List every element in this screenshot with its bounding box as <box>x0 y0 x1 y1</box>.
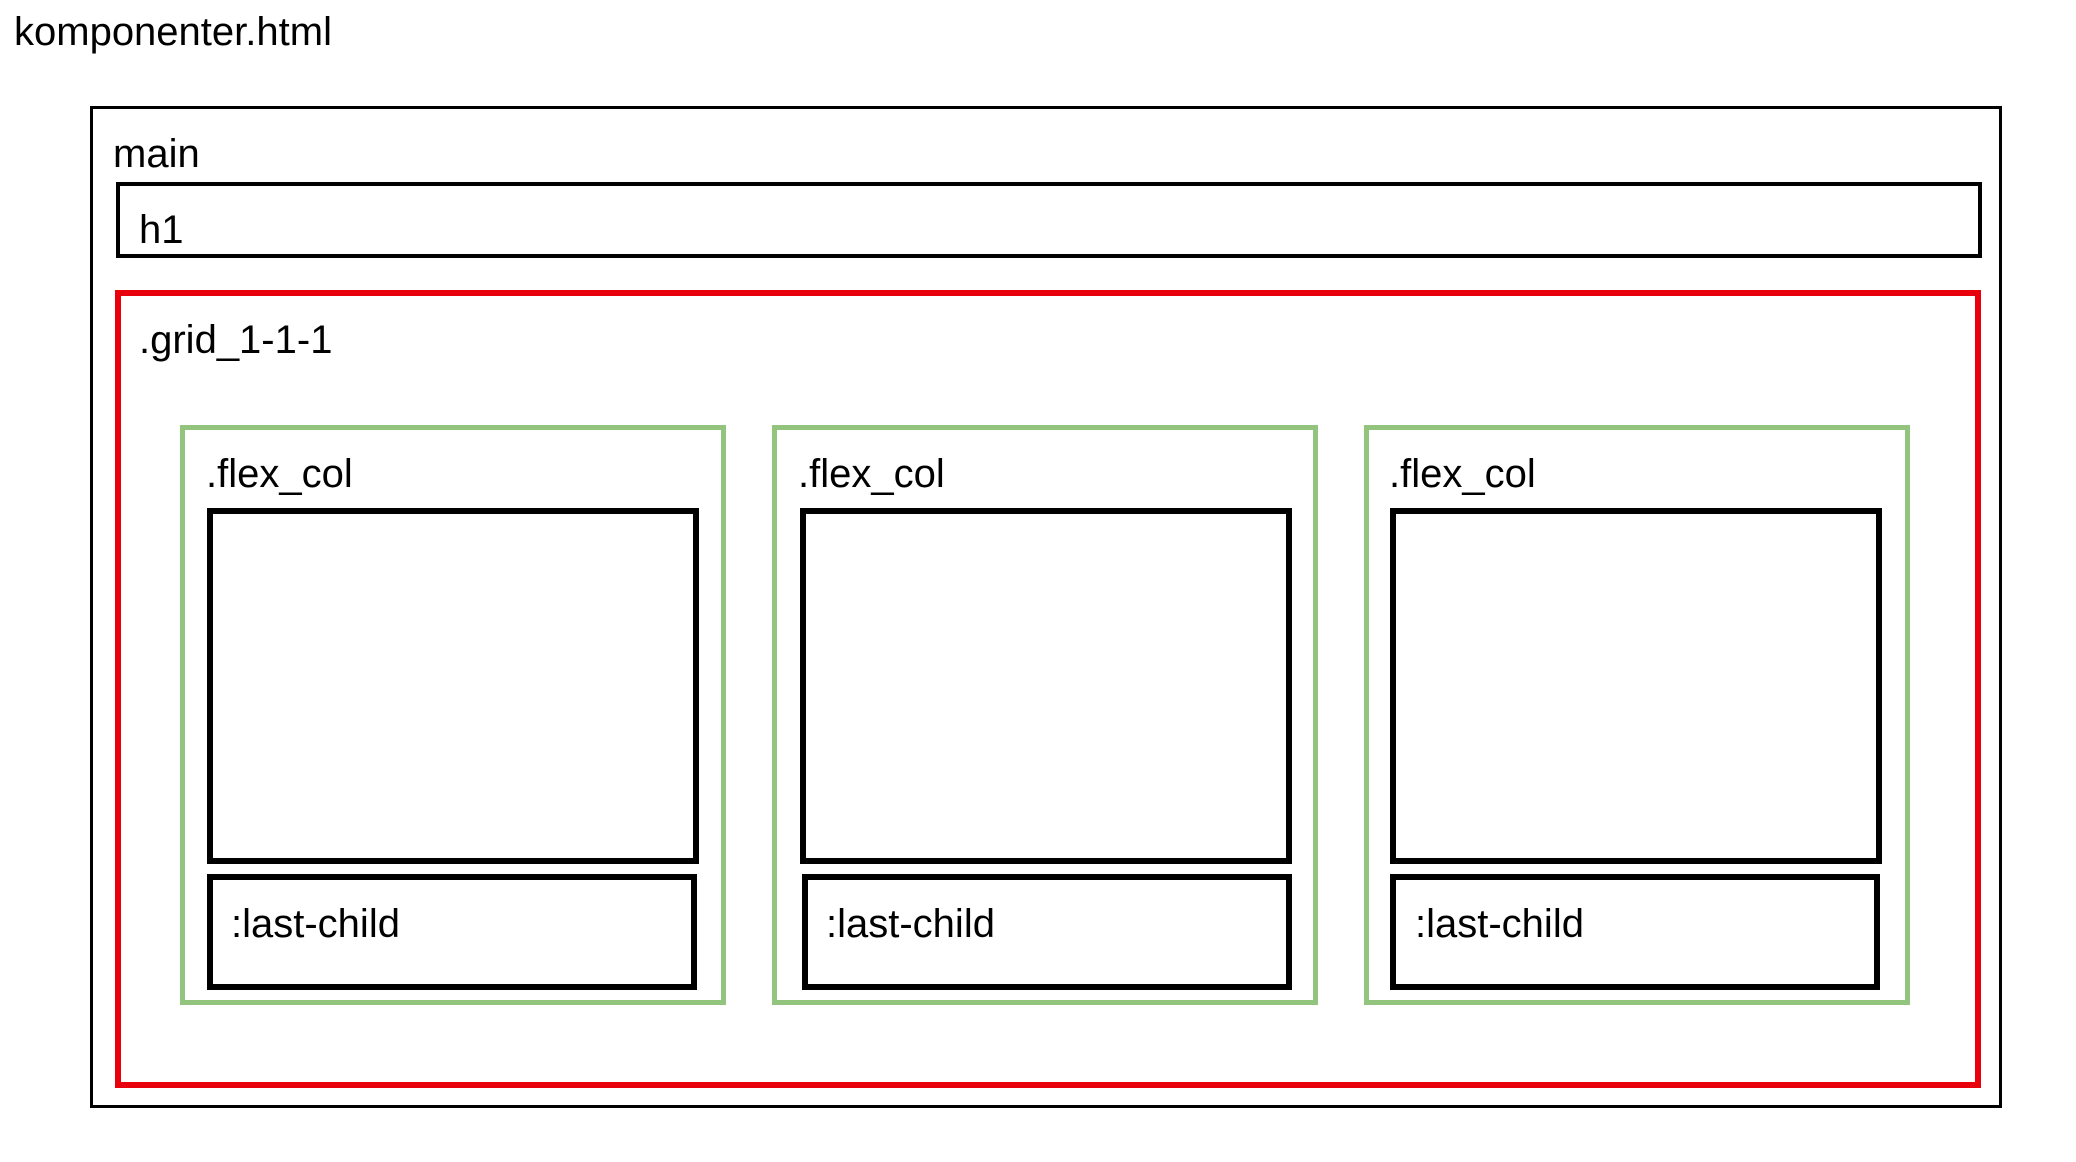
grid-box <box>115 290 1981 1088</box>
h1-box <box>116 182 1982 258</box>
content-box <box>800 508 1292 864</box>
main-label: main <box>113 132 200 176</box>
flex-col-label: .flex_col <box>206 452 353 496</box>
flex-col-label: .flex_col <box>1389 452 1536 496</box>
flex-col-label: .flex_col <box>798 452 945 496</box>
last-child-label: :last-child <box>231 902 400 946</box>
last-child-label: :last-child <box>826 902 995 946</box>
last-child-box <box>802 874 1292 990</box>
diagram-title: komponenter.html <box>14 10 332 54</box>
flex-col-box <box>180 425 726 1005</box>
h1-label: h1 <box>139 208 184 252</box>
content-box <box>207 508 699 864</box>
last-child-label: :last-child <box>1415 902 1584 946</box>
main-box <box>90 106 2002 1108</box>
last-child-box <box>1390 874 1880 990</box>
content-box <box>1390 508 1882 864</box>
flex-col-box <box>1364 425 1910 1005</box>
flex-col-box <box>772 425 1318 1005</box>
last-child-box <box>207 874 697 990</box>
grid-label: .grid_1-1-1 <box>139 318 333 362</box>
